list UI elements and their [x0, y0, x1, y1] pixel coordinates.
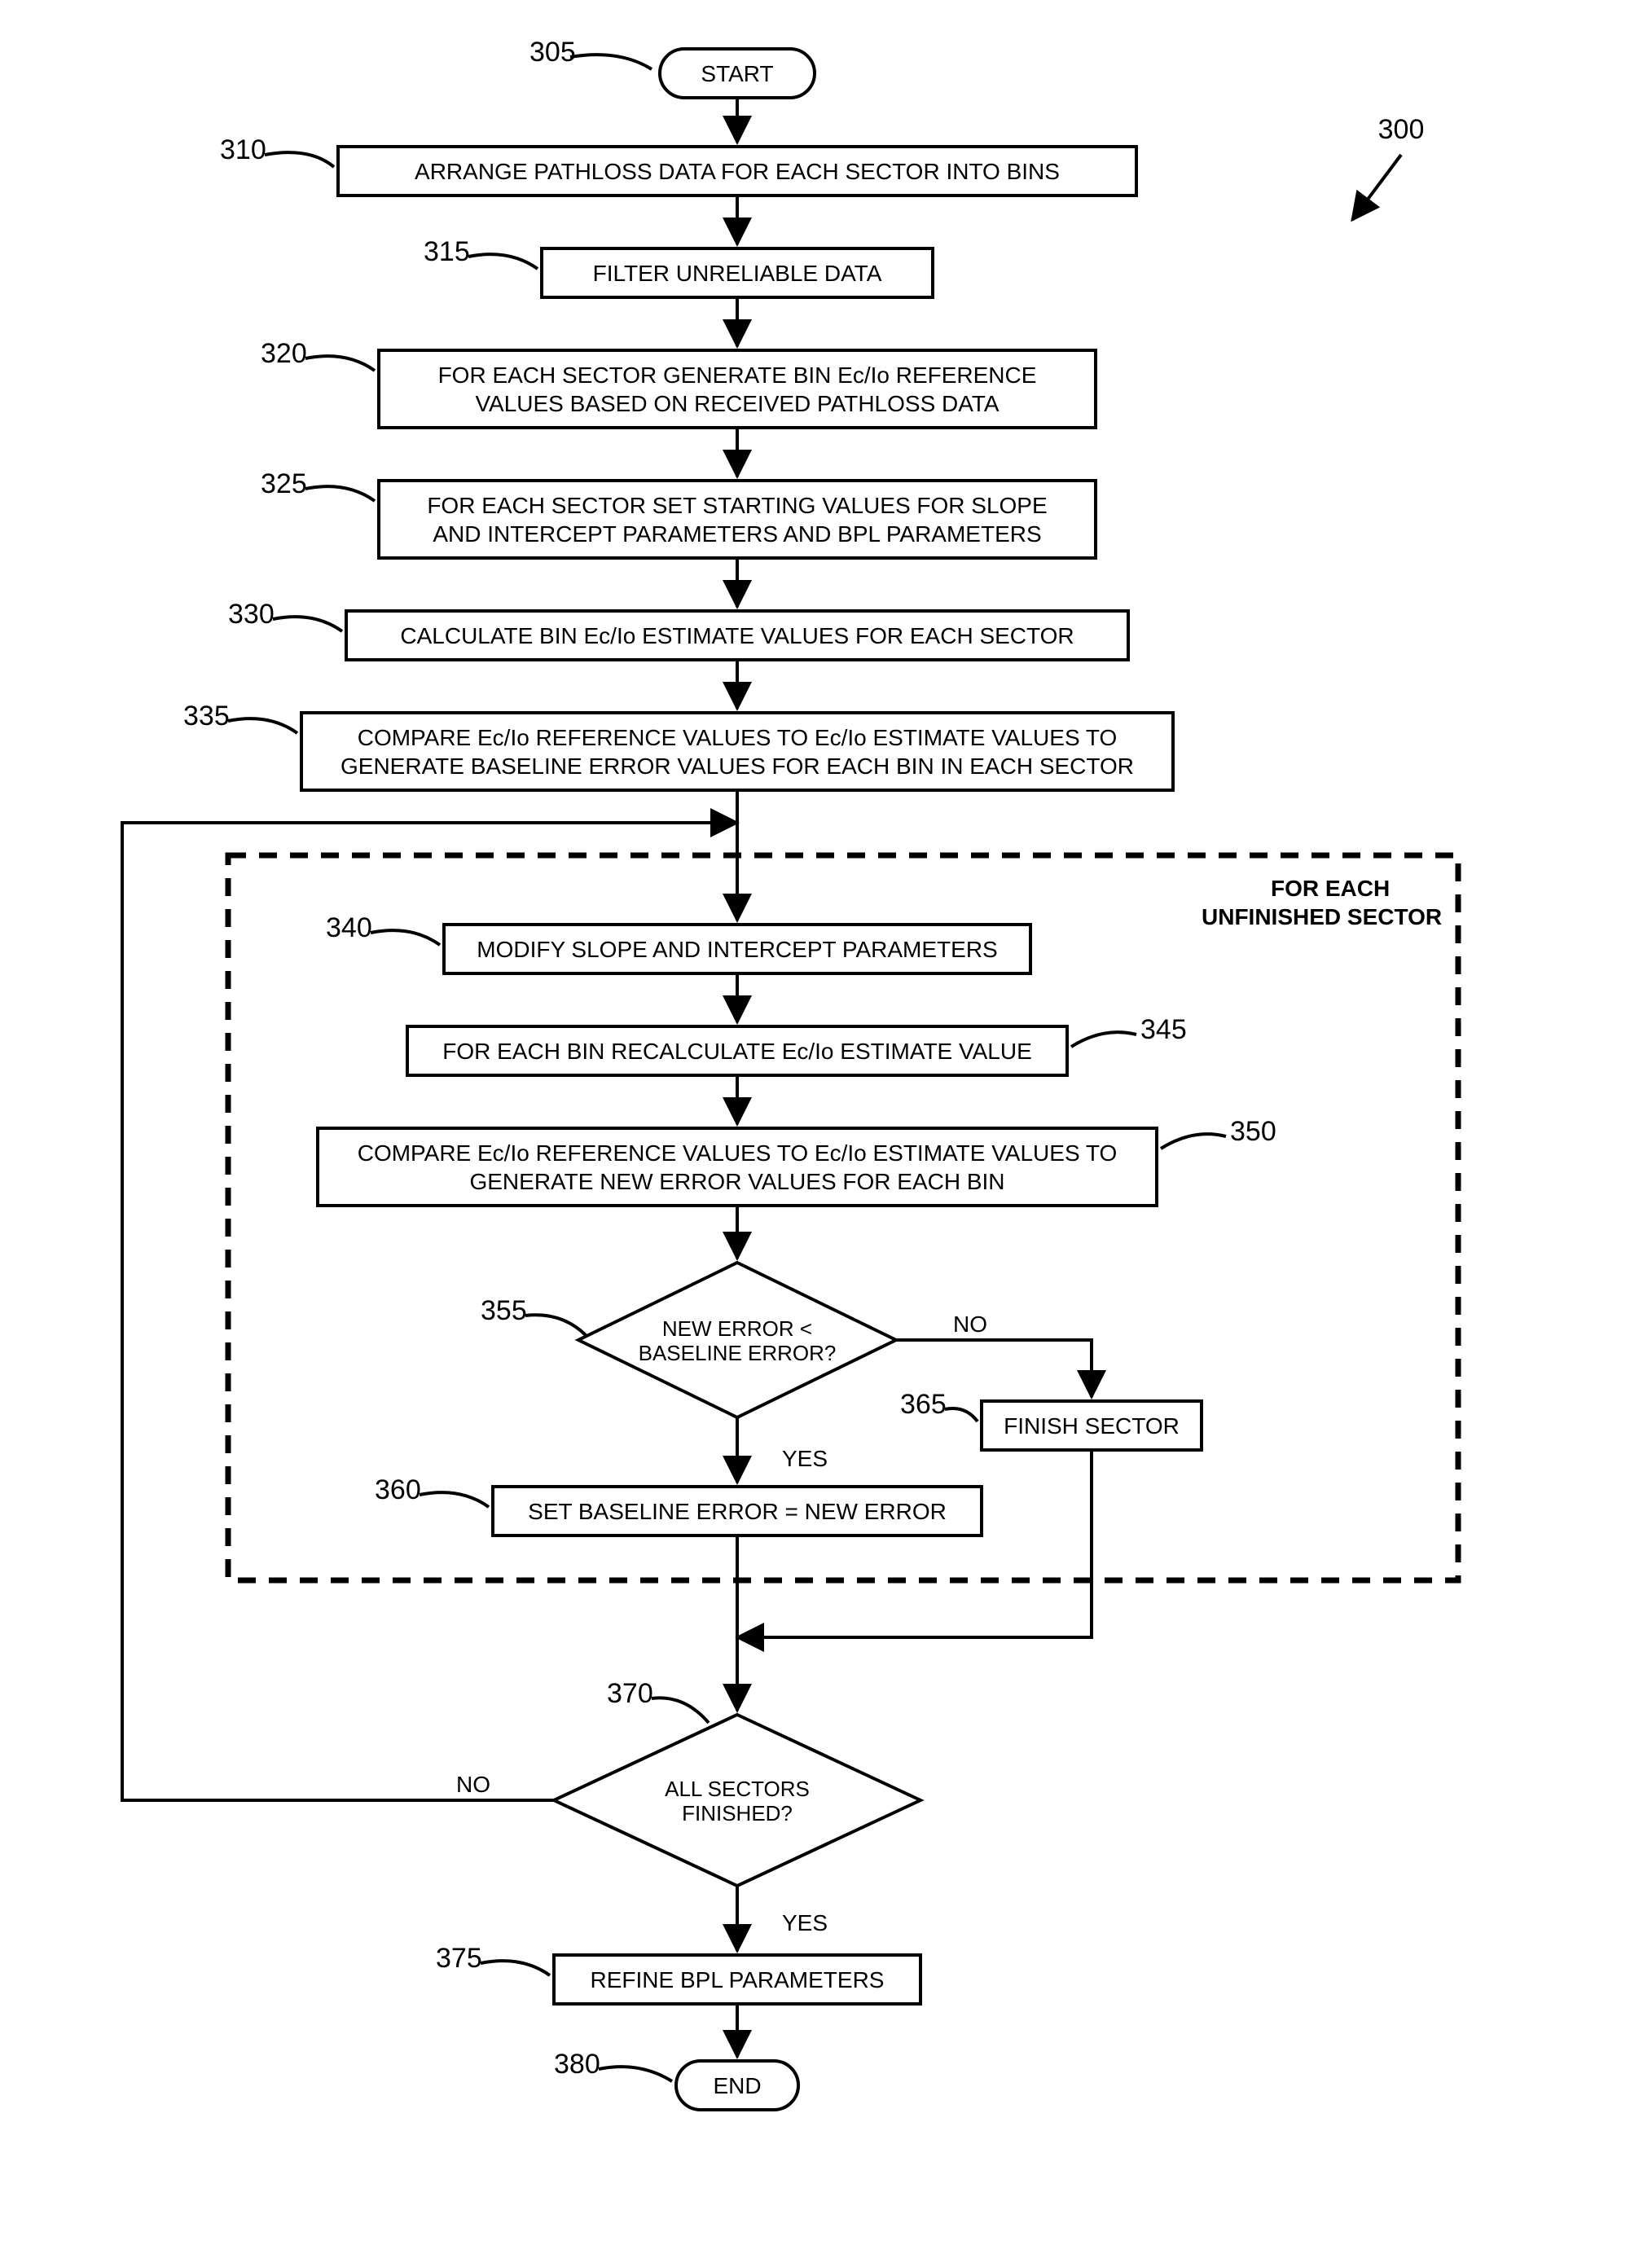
ref-335: 335 — [183, 701, 230, 732]
n320-l1: FOR EACH SECTOR GENERATE BIN Ec/Io REFER… — [438, 362, 1037, 388]
node-340: MODIFY SLOPE AND INTERCEPT PARAMETERS — [444, 925, 1030, 973]
flowchart: 300 START 305 ARRANGE PATHLOSS DATA FOR … — [0, 0, 1652, 2267]
ref-305: 305 — [529, 37, 576, 68]
n335-l2: GENERATE BASELINE ERROR VALUES FOR EACH … — [341, 753, 1134, 779]
n375-text: REFINE BPL PARAMETERS — [591, 1967, 885, 1992]
yes-label-355: YES — [782, 1446, 828, 1471]
n355-l1: NEW ERROR < — [662, 1316, 812, 1341]
node-325: FOR EACH SECTOR SET STARTING VALUES FOR … — [379, 481, 1096, 558]
end-label: END — [713, 2073, 761, 2098]
node-355-decision: NEW ERROR < BASELINE ERROR? — [578, 1263, 896, 1417]
ref-345: 345 — [1140, 1014, 1187, 1045]
node-310: ARRANGE PATHLOSS DATA FOR EACH SECTOR IN… — [338, 147, 1136, 196]
ref-325: 325 — [261, 468, 307, 499]
n325-l1: FOR EACH SECTOR SET STARTING VALUES FOR … — [427, 493, 1047, 518]
n310-text: ARRANGE PATHLOSS DATA FOR EACH SECTOR IN… — [415, 159, 1060, 184]
no-label-370: NO — [456, 1772, 490, 1797]
node-360: SET BASELINE ERROR = NEW ERROR — [493, 1487, 982, 1535]
node-370-decision: ALL SECTORS FINISHED? — [554, 1715, 920, 1886]
node-345: FOR EACH BIN RECALCULATE Ec/Io ESTIMATE … — [407, 1026, 1067, 1075]
n360-text: SET BASELINE ERROR = NEW ERROR — [528, 1499, 947, 1524]
ref-360: 360 — [375, 1474, 421, 1505]
n340-text: MODIFY SLOPE AND INTERCEPT PARAMETERS — [477, 937, 997, 962]
n325-l2: AND INTERCEPT PARAMETERS AND BPL PARAMET… — [433, 521, 1041, 547]
no-label-355: NO — [953, 1311, 987, 1337]
ref-380: 380 — [554, 2049, 600, 2080]
ref-315: 315 — [424, 236, 470, 267]
node-350: COMPARE Ec/Io REFERENCE VALUES TO Ec/Io … — [318, 1128, 1157, 1206]
node-365: FINISH SECTOR — [982, 1401, 1202, 1450]
ref-365: 365 — [900, 1389, 947, 1420]
node-320: FOR EACH SECTOR GENERATE BIN Ec/Io REFER… — [379, 350, 1096, 428]
node-315: FILTER UNRELIABLE DATA — [542, 248, 933, 297]
ref-350: 350 — [1230, 1116, 1276, 1147]
n370-l2: FINISHED? — [682, 1801, 793, 1825]
ref-340: 340 — [326, 912, 372, 943]
node-end: END — [676, 2061, 798, 2110]
ref-310: 310 — [220, 134, 266, 165]
n350-l1: COMPARE Ec/Io REFERENCE VALUES TO Ec/Io … — [358, 1140, 1118, 1166]
group-box — [228, 855, 1458, 1580]
ref-330: 330 — [228, 599, 275, 630]
n370-l1: ALL SECTORS — [665, 1777, 810, 1801]
n345-text: FOR EACH BIN RECALCULATE Ec/Io ESTIMATE … — [442, 1039, 1032, 1064]
node-375: REFINE BPL PARAMETERS — [554, 1955, 920, 2004]
group-label-l1: FOR EACH — [1271, 876, 1390, 901]
n330-text: CALCULATE BIN Ec/Io ESTIMATE VALUES FOR … — [400, 623, 1074, 648]
node-330: CALCULATE BIN Ec/Io ESTIMATE VALUES FOR … — [346, 611, 1128, 660]
ref-320: 320 — [261, 338, 307, 369]
ref-355: 355 — [481, 1295, 527, 1326]
figure-ref: 300 — [1378, 114, 1425, 145]
node-start: START — [660, 49, 815, 98]
start-label: START — [701, 61, 773, 86]
n335-l1: COMPARE Ec/Io REFERENCE VALUES TO Ec/Io … — [358, 725, 1118, 750]
node-335: COMPARE Ec/Io REFERENCE VALUES TO Ec/Io … — [301, 713, 1173, 790]
n315-text: FILTER UNRELIABLE DATA — [593, 261, 882, 286]
ref-375: 375 — [436, 1943, 482, 1974]
ref-370: 370 — [607, 1678, 653, 1709]
yes-label-370: YES — [782, 1910, 828, 1935]
n320-l2: VALUES BASED ON RECEIVED PATHLOSS DATA — [475, 391, 999, 416]
n365-text: FINISH SECTOR — [1004, 1413, 1180, 1439]
n355-l2: BASELINE ERROR? — [639, 1341, 837, 1365]
n350-l2: GENERATE NEW ERROR VALUES FOR EACH BIN — [469, 1169, 1004, 1194]
group-label-l2: UNFINISHED SECTOR — [1202, 904, 1442, 929]
